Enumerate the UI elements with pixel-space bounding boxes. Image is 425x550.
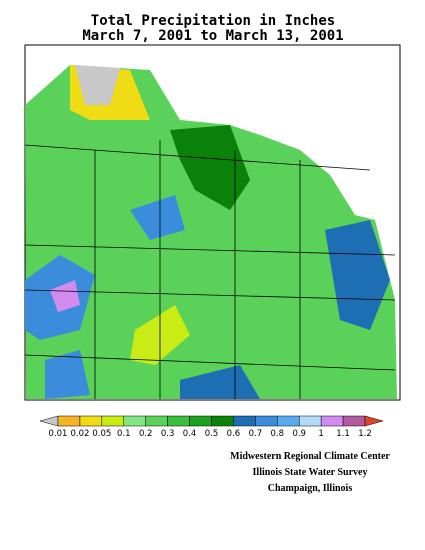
colorbar-segment bbox=[79, 415, 103, 427]
colorbar-segment bbox=[233, 415, 256, 427]
colorbar-label: 0.2 bbox=[139, 429, 153, 439]
title-line: March 7, 2001 to March 13, 2001 bbox=[82, 28, 343, 44]
state-lines bbox=[24, 140, 396, 399]
colorbar-label: 0.9 bbox=[292, 429, 306, 439]
colorbar-label: 0.02 bbox=[70, 429, 89, 439]
colorbar-segment bbox=[167, 415, 190, 427]
boundaries bbox=[24, 140, 396, 399]
precip-area bbox=[50, 280, 80, 312]
colorbar-label: 0.7 bbox=[249, 429, 263, 439]
colorbar-segment bbox=[101, 415, 125, 427]
colorbar-segment bbox=[57, 415, 81, 427]
title-line: Total Precipitation in Inches bbox=[91, 13, 335, 29]
colorbar-label: 0.01 bbox=[49, 429, 68, 439]
precip-area bbox=[75, 65, 120, 105]
colorbar-segment bbox=[189, 415, 212, 427]
precip-area bbox=[170, 125, 250, 210]
colorbar-arrow bbox=[364, 415, 384, 427]
map bbox=[24, 44, 401, 401]
colorbar-label: 0.1 bbox=[117, 429, 131, 439]
colorbar-label: 1.2 bbox=[358, 429, 372, 439]
colorbar-segment bbox=[145, 415, 168, 427]
colorbar: 0.01 0.02 0.05 0.1 0.2 0.3 0.4 0.5 0.6 0.7 0.8 0.9 1… bbox=[39, 415, 384, 439]
colorbar-label: 1 bbox=[318, 429, 323, 439]
colorbar-label: 0.4 bbox=[183, 429, 197, 439]
colorbar-segment bbox=[211, 415, 234, 427]
colorbar-label: 0.6 bbox=[227, 429, 241, 439]
precip-field bbox=[25, 65, 397, 399]
colorbar-arrow bbox=[39, 415, 59, 427]
colorbar-label: 0.05 bbox=[92, 429, 111, 439]
colorbar-segment bbox=[123, 415, 146, 427]
precip-area bbox=[180, 365, 260, 399]
colorbar-segment bbox=[342, 415, 366, 427]
credit: Midwestern Regional Climate Center bbox=[230, 451, 390, 462]
credit: Champaign, Illinois bbox=[268, 483, 353, 494]
colorbar-segment bbox=[320, 415, 344, 427]
colorbar-label: 0.5 bbox=[205, 429, 219, 439]
colorbar-label: 0.3 bbox=[161, 429, 175, 439]
colorbar-segment bbox=[298, 415, 322, 427]
credit: Illinois State Water Survey bbox=[253, 467, 368, 478]
colorbar-segment bbox=[255, 415, 278, 427]
colorbar-label: 1.1 bbox=[336, 429, 350, 439]
precip-area bbox=[130, 195, 185, 240]
precip-area bbox=[45, 350, 90, 399]
colorbar-segment bbox=[277, 415, 300, 427]
precip-area bbox=[325, 220, 390, 330]
colorbar-label: 0.8 bbox=[271, 429, 285, 439]
